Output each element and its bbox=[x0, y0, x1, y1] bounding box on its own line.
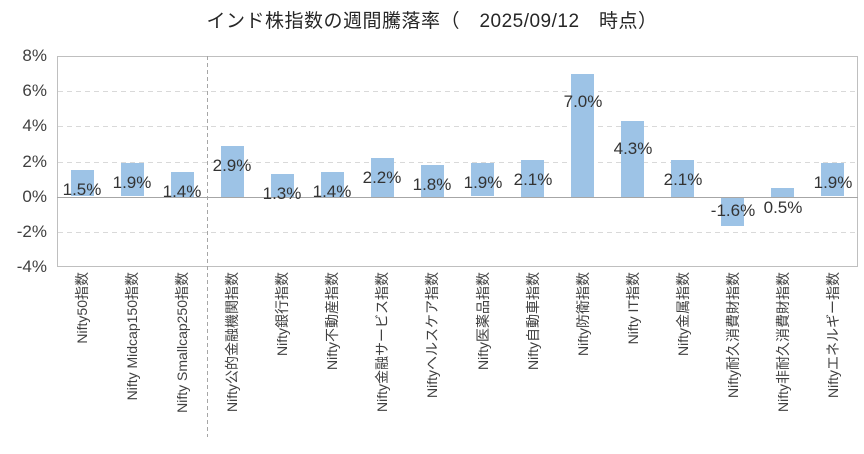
data-label: 1.3% bbox=[262, 184, 302, 203]
bar bbox=[71, 170, 94, 196]
y-axis-tick-label: 0% bbox=[22, 187, 47, 206]
data-label: 2.1% bbox=[663, 170, 703, 189]
data-label: 1.4% bbox=[312, 182, 352, 201]
x-axis-category-label: Nifty Smallcap250指数 bbox=[174, 272, 190, 413]
gridline bbox=[58, 162, 857, 163]
data-label: 7.0% bbox=[563, 92, 603, 111]
chart-title: インド株指数の週間騰落率（ 2025/09/12 時点） bbox=[206, 11, 658, 32]
data-label: 4.3% bbox=[613, 139, 653, 158]
bar bbox=[271, 174, 294, 197]
y-axis-tick-label: 4% bbox=[22, 116, 47, 135]
y-axis-tick-label: -4% bbox=[16, 257, 47, 276]
bar bbox=[171, 172, 194, 197]
x-axis-category-label: Nifty金属指数 bbox=[675, 272, 691, 356]
data-label: 1.9% bbox=[813, 173, 853, 192]
bar bbox=[521, 160, 544, 197]
x-axis-category-label: Nifty金融サービス指数 bbox=[374, 272, 390, 412]
x-axis-category-label: Nifty耐久消費財指数 bbox=[725, 272, 741, 398]
x-axis-category-label: Nifty公的金融機関指数 bbox=[224, 272, 240, 412]
data-label: 1.4% bbox=[162, 182, 202, 201]
data-label: 2.2% bbox=[362, 168, 402, 187]
data-label: 2.9% bbox=[212, 156, 252, 175]
group-separator-line bbox=[207, 56, 208, 437]
y-axis-tick-label: 6% bbox=[22, 81, 47, 100]
bar bbox=[571, 74, 594, 197]
x-axis-category-label: Nifty50指数 bbox=[74, 272, 90, 344]
x-axis-category-label: Nifty不動産指数 bbox=[324, 272, 340, 370]
gridline bbox=[58, 91, 857, 92]
bar bbox=[821, 163, 844, 196]
bar bbox=[371, 158, 394, 197]
x-axis-category-label: Nifty自動車指数 bbox=[525, 272, 541, 370]
x-axis-category-label: Nifty医薬品指数 bbox=[475, 272, 491, 370]
bar bbox=[771, 188, 794, 197]
bar bbox=[121, 163, 144, 196]
x-axis-category-label: Niftyヘルスケア指数 bbox=[424, 272, 440, 398]
y-axis-tick-label: -2% bbox=[16, 222, 47, 241]
bar bbox=[471, 163, 494, 196]
bar bbox=[421, 165, 444, 197]
data-label: 1.9% bbox=[112, 173, 152, 192]
data-label: 1.9% bbox=[463, 173, 503, 192]
y-axis-tick-label: 2% bbox=[22, 152, 47, 171]
bar bbox=[721, 198, 744, 226]
bar bbox=[671, 160, 694, 197]
y-axis-tick-label: 8% bbox=[22, 46, 47, 65]
x-axis-category-label: Nifty IT指数 bbox=[625, 272, 641, 345]
data-label: 1.8% bbox=[412, 175, 452, 194]
bar bbox=[221, 146, 244, 197]
x-axis-category-label: Nifty防衛指数 bbox=[575, 272, 591, 356]
data-label: 2.1% bbox=[513, 170, 553, 189]
data-label: 0.5% bbox=[763, 198, 803, 217]
data-label: 1.5% bbox=[62, 180, 102, 199]
zero-axis-line bbox=[57, 197, 858, 198]
x-axis-category-label: Nifty Midcap150指数 bbox=[124, 272, 140, 401]
data-label: -1.6% bbox=[710, 201, 756, 220]
bar bbox=[621, 121, 644, 197]
x-axis-category-label: Nifty銀行指数 bbox=[274, 272, 290, 356]
gridline bbox=[58, 232, 857, 233]
bar bbox=[321, 172, 344, 197]
x-axis-category-label: Nifty非耐久消費財指数 bbox=[775, 272, 791, 412]
gridline bbox=[58, 126, 857, 127]
x-axis-category-label: Niftyエネルギー指数 bbox=[825, 272, 841, 398]
